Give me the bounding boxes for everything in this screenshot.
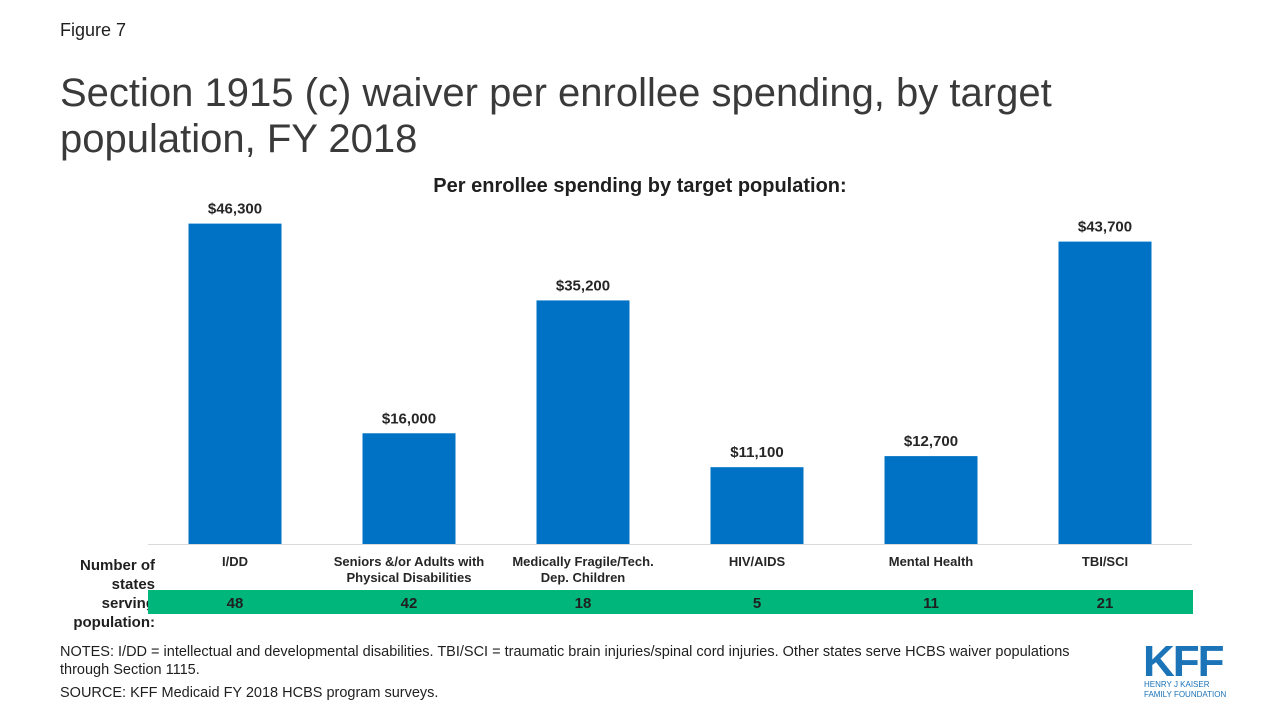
x-tick-label: Mental Health [889, 554, 974, 569]
states-count-band [148, 590, 1193, 614]
source-text: SOURCE: KFF Medicaid FY 2018 HCBS progra… [60, 685, 439, 701]
bar [1058, 241, 1152, 544]
kff-logo-letters: KFF [1143, 637, 1224, 686]
bar [362, 433, 456, 544]
states-count: 18 [575, 595, 592, 612]
x-tick-label: Dep. Children [541, 570, 626, 585]
x-tick-label: HIV/AIDS [729, 554, 786, 569]
kff-logo-line2: FAMILY FOUNDATION [1144, 690, 1226, 699]
bar-value-label: $16,000 [382, 410, 436, 427]
bar [884, 456, 978, 544]
x-tick-label: TBI/SCI [1082, 554, 1128, 569]
bar-value-label: $11,100 [730, 444, 783, 461]
states-count: 48 [227, 595, 244, 612]
x-tick-label: I/DD [222, 554, 248, 569]
kff-logo: KFF HENRY J KAISER FAMILY FOUNDATION [1143, 637, 1226, 699]
states-count: 21 [1097, 595, 1114, 612]
states-count: 11 [923, 595, 939, 612]
states-count: 42 [401, 595, 418, 612]
bar [710, 467, 804, 544]
x-tick-label: Medically Fragile/Tech. [512, 554, 653, 569]
bar-value-label: $46,300 [208, 201, 262, 218]
kff-logo-line1: HENRY J KAISER [1144, 680, 1210, 689]
bar [536, 300, 630, 544]
states-count: 5 [753, 595, 761, 612]
bar-value-label: $35,200 [556, 277, 610, 294]
figure-label: Figure 7 [60, 20, 127, 40]
x-tick-label: Physical Disabilities [346, 570, 471, 585]
bar-value-label: $43,700 [1078, 219, 1132, 236]
x-tick-label: Seniors &/or Adults with [334, 554, 485, 569]
bar [188, 223, 282, 544]
page-title: Section 1915 (c) waiver per enrollee spe… [60, 71, 1052, 161]
states-serving-label: Number of states serving population: [73, 557, 155, 631]
bar-value-label: $12,700 [904, 433, 958, 450]
chart-subtitle: Per enrollee spending by target populati… [433, 175, 847, 197]
notes-text: NOTES: I/DD = intellectual and developme… [60, 644, 1070, 678]
